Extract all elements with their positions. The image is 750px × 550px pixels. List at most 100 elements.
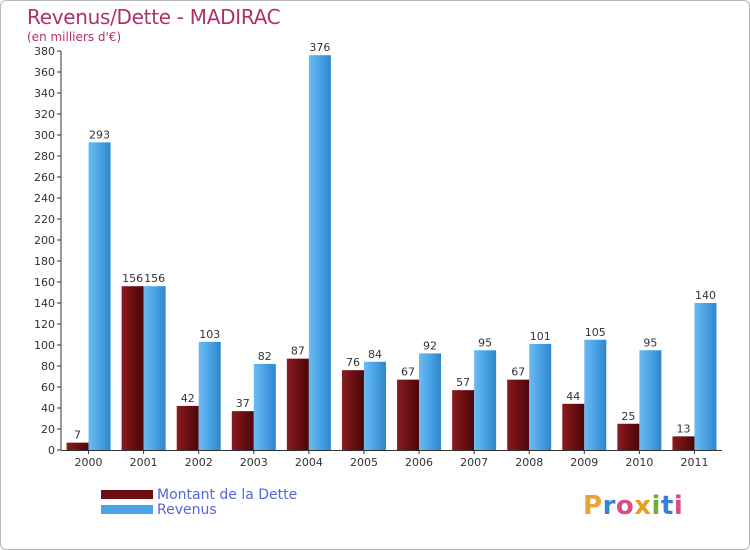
y-tick-label: 240 [34,192,55,205]
data-label-dette: 7 [74,429,81,442]
data-label-dette: 42 [181,392,195,405]
data-label-dette: 156 [122,272,143,285]
logo-letter: i [673,491,684,521]
data-label-revenus: 95 [643,336,657,349]
chart-title: Revenus/Dette - MADIRAC [27,5,281,29]
data-label-dette: 87 [291,345,305,358]
x-tick-label: 2011 [680,456,708,469]
y-tick-label: 60 [41,381,55,394]
data-label-dette: 37 [236,397,250,410]
y-tick-label: 0 [48,444,55,457]
bar-dette [341,370,364,450]
bar-dette [562,403,585,450]
data-label-revenus: 82 [258,350,272,363]
y-tick-label: 180 [34,255,55,268]
x-tick-label: 2009 [570,456,598,469]
y-tick-label: 100 [34,339,55,352]
bar-revenus [529,343,552,450]
bar-revenus [253,363,276,450]
bar-dette [452,390,475,450]
chart-subtitle: (en milliers d'€) [27,30,122,44]
bar-revenus [639,350,662,450]
data-label-dette: 76 [346,356,360,369]
legend-swatch-dette [101,490,153,499]
data-label-revenus: 92 [423,339,437,352]
logo-letter: r [602,491,616,521]
y-tick-label: 360 [34,66,55,79]
bar-revenus [584,339,607,450]
logo-letter: P [583,491,603,521]
bar-revenus [88,142,111,450]
y-tick-label: 340 [34,87,55,100]
y-tick-label: 140 [34,297,55,310]
chart-axes: 0 20 40 60 80 100 120 140 160 180 200 220 240 260 280 3… [34,45,722,469]
bar-dette [231,411,254,450]
data-label-revenus: 376 [309,41,330,54]
bar-dette [672,436,695,450]
data-label-dette: 67 [401,366,415,379]
y-tick-label: 160 [34,276,55,289]
data-label-revenus: 95 [478,336,492,349]
bar-revenus [198,341,221,450]
y-tick-label: 380 [34,45,55,58]
chart-legend: Montant de la Dette Revenus [101,486,298,518]
legend-label-dette: Montant de la Dette [157,486,298,503]
chart-bars [66,55,717,450]
bar-revenus [474,350,497,450]
data-label-revenus: 103 [199,328,220,341]
y-tick-label: 200 [34,234,55,247]
data-label-revenus: 156 [144,272,165,285]
x-tick-label: 2003 [240,456,268,469]
bar-dette [617,423,640,450]
legend-swatch-revenus [101,505,153,514]
data-label-revenus: 101 [530,330,551,343]
x-tick-label: 2001 [130,456,158,469]
bar-revenus [363,361,386,450]
x-tick-label: 2002 [185,456,213,469]
bar-revenus [143,286,166,450]
logo-letter: o [615,491,635,521]
y-tick-label: 300 [34,129,55,142]
y-tick-label: 220 [34,213,55,226]
logo-letter: x [634,491,652,521]
x-tick-label: 2000 [75,456,103,469]
bar-dette [66,442,89,450]
bar-revenus [694,303,717,450]
y-tick-label: 20 [41,423,55,436]
x-tick-label: 2004 [295,456,323,469]
bar-dette [121,286,144,450]
proxiti-logo: Proxiti [583,491,683,521]
x-tick-label: 2010 [625,456,653,469]
x-tick-label: 2007 [460,456,488,469]
bar-dette [507,379,530,450]
y-tick-label: 80 [41,360,55,373]
data-label-revenus: 293 [89,128,110,141]
bar-dette [176,405,199,450]
data-label-dette: 13 [676,422,690,435]
y-tick-label: 280 [34,150,55,163]
bar-revenus [419,353,442,450]
data-label-revenus: 84 [368,348,382,361]
y-tick-label: 320 [34,108,55,121]
data-label-dette: 44 [566,390,580,403]
logo-letter: t [660,491,674,521]
y-tick-label: 40 [41,402,55,415]
bar-dette [286,358,309,450]
data-label-dette: 67 [511,366,525,379]
y-tick-label: 120 [34,318,55,331]
legend-label-revenus: Revenus [157,501,217,518]
x-tick-label: 2006 [405,456,433,469]
chart-data-labels: 7 293 156 156 42 103 37 82 87 376 76 84 67 92 57 95 67 10… [74,41,716,441]
data-label-revenus: 105 [585,326,606,339]
data-label-dette: 57 [456,376,470,389]
x-tick-label: 2005 [350,456,378,469]
logo-letter: i [651,491,661,521]
bar-revenus [308,55,331,450]
data-label-revenus: 140 [695,289,716,302]
legend-item-revenus: Revenus [101,501,297,518]
y-tick-label: 260 [34,171,55,184]
bar-dette [397,379,420,450]
data-label-dette: 25 [621,410,635,423]
